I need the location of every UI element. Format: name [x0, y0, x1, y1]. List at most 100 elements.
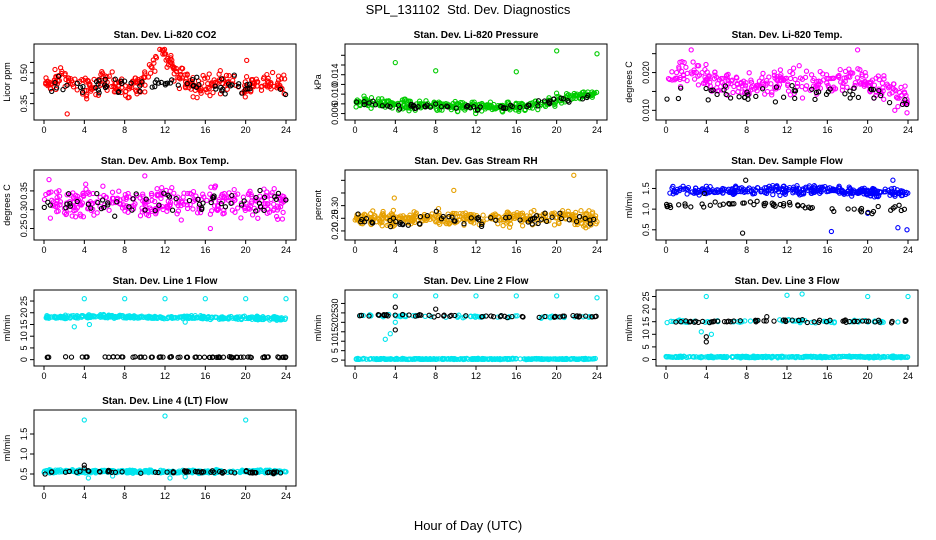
data-point: [78, 202, 84, 208]
data-point: [573, 209, 579, 216]
data-point: [109, 200, 116, 206]
data-point: [211, 77, 217, 83]
data-point: [753, 93, 759, 100]
data-point: [901, 206, 908, 212]
data-point: [361, 99, 367, 105]
data-point: [174, 211, 180, 217]
outlier-point: [81, 296, 87, 302]
data-point: [147, 70, 154, 76]
outlier-point: [688, 47, 694, 53]
data-point: [803, 68, 810, 74]
y-axis-label: degrees C: [2, 184, 12, 226]
data-point: [831, 354, 837, 360]
data-point: [152, 207, 158, 214]
data-point: [131, 203, 137, 209]
data-point: [201, 354, 208, 360]
data-point: [537, 103, 543, 109]
data-point: [785, 88, 792, 94]
data-point: [582, 215, 588, 222]
data-point: [275, 80, 281, 86]
x-tick-label: 0: [41, 245, 46, 255]
y-tick-label: 0.5: [19, 468, 29, 481]
data-point: [212, 314, 218, 320]
data-point: [160, 354, 166, 360]
data-point: [794, 187, 800, 194]
data-point: [49, 469, 55, 475]
data-point: [851, 85, 857, 91]
y-tick-label: 10: [19, 331, 29, 341]
data-point: [274, 193, 281, 199]
data-point: [109, 189, 116, 195]
data-point: [874, 354, 881, 360]
data-point: [850, 70, 856, 76]
x-tick-label: 24: [281, 491, 291, 501]
data-point: [387, 356, 393, 362]
data-point: [169, 207, 176, 213]
data-point: [763, 354, 769, 361]
data-point: [551, 222, 558, 228]
data-point: [566, 217, 572, 223]
data-point: [681, 353, 687, 360]
data-point: [412, 313, 419, 319]
data-point: [698, 353, 705, 360]
data-point: [542, 313, 548, 320]
data-point: [186, 197, 193, 204]
data-point: [183, 76, 189, 82]
data-point: [185, 469, 192, 475]
data-point: [355, 356, 362, 363]
data-point: [802, 86, 809, 92]
data-point: [720, 185, 726, 192]
outlier-point: [159, 47, 165, 53]
x-tick-label: 0: [41, 371, 46, 381]
data-point: [571, 215, 577, 221]
data-point: [839, 87, 846, 93]
data-point: [554, 314, 561, 320]
y-tick-label: 0.35: [19, 95, 29, 113]
data-point: [709, 354, 716, 360]
data-point: [231, 186, 237, 193]
data-point: [696, 192, 702, 198]
data-point: [789, 83, 795, 89]
x-tick-label: 24: [592, 371, 602, 381]
data-point: [859, 354, 865, 360]
data-point: [685, 184, 692, 191]
data-point: [895, 319, 901, 325]
data-point: [52, 79, 58, 86]
data-point: [142, 354, 148, 360]
outlier-point: [162, 296, 168, 302]
outlier-point: [283, 296, 289, 302]
data-point: [106, 73, 112, 79]
x-tick-label: 20: [552, 371, 562, 381]
points-group: [353, 293, 600, 363]
data-point: [524, 213, 530, 219]
x-tick-label: 4: [704, 125, 709, 135]
x-tick-label: 12: [782, 371, 792, 381]
data-point: [881, 73, 887, 79]
outlier-point: [895, 103, 901, 110]
outlier-point: [71, 324, 77, 330]
data-point: [868, 79, 874, 85]
data-point: [472, 356, 478, 362]
data-point: [282, 91, 289, 98]
data-point: [88, 468, 95, 475]
x-tick-label: 8: [122, 371, 127, 381]
data-point: [871, 354, 878, 360]
data-point: [209, 468, 216, 474]
data-point: [253, 194, 259, 201]
data-point: [559, 208, 566, 214]
data-point: [573, 356, 580, 362]
x-tick-label: 24: [592, 245, 602, 255]
data-point: [683, 64, 689, 70]
outlier-point: [391, 195, 397, 201]
data-point: [865, 318, 872, 324]
data-point: [780, 354, 787, 360]
data-point: [366, 100, 372, 106]
data-point: [204, 197, 210, 204]
data-point: [400, 221, 406, 228]
outlier-point: [433, 68, 439, 74]
data-point: [50, 202, 56, 209]
data-point: [257, 187, 263, 194]
data-point: [725, 318, 732, 324]
data-point: [106, 468, 113, 475]
data-point: [138, 470, 144, 476]
